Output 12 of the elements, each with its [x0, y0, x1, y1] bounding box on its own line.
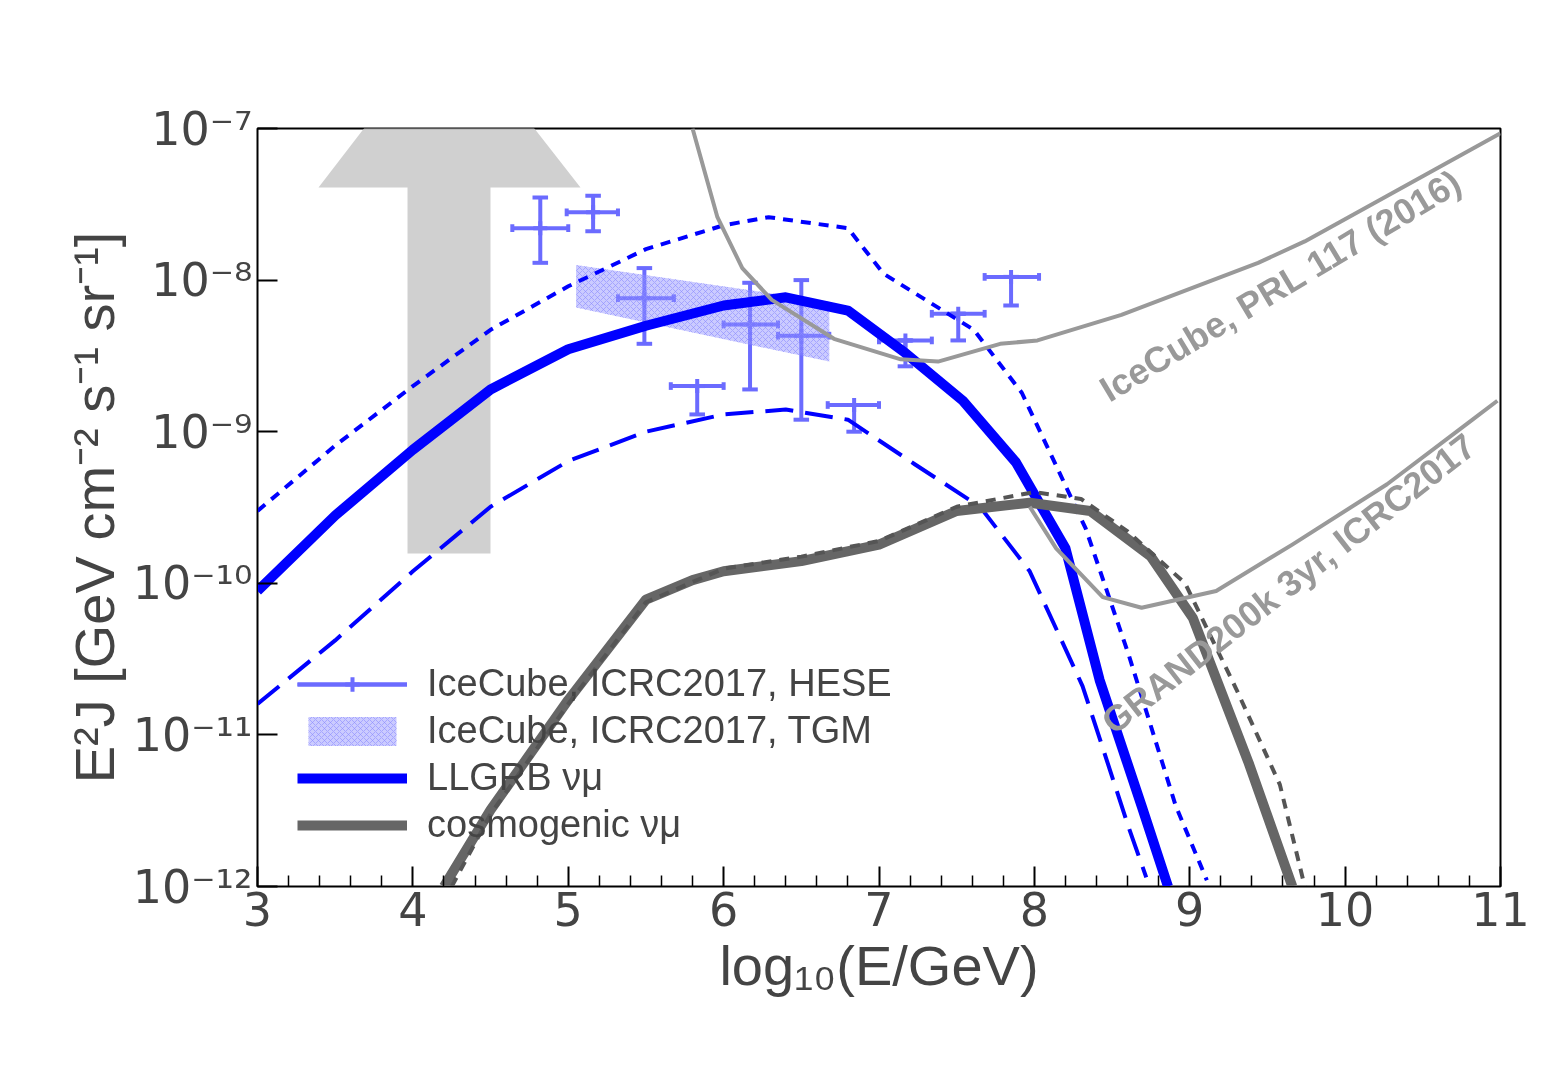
y-tick-label: 10⁻¹¹ — [132, 707, 253, 762]
x-tick-label: 10 — [1315, 882, 1375, 937]
y-axis-title: E²J [GeV cm⁻² s⁻¹ sr⁻¹] — [62, 231, 126, 784]
x-tick-label: 9 — [1175, 882, 1205, 937]
x-tick-label: 4 — [398, 882, 428, 937]
x-tick-label: 5 — [553, 882, 583, 937]
legend-label: IceCube, ICRC2017, HESE — [427, 662, 892, 705]
x-tick-label: 11 — [1471, 882, 1530, 937]
y-tick-label: 10⁻⁹ — [151, 404, 253, 459]
y-tick-label: 10⁻⁷ — [151, 101, 253, 156]
y-tick-label: 10⁻¹⁰ — [132, 556, 253, 611]
y-tick-label: 10⁻⁸ — [151, 253, 253, 308]
